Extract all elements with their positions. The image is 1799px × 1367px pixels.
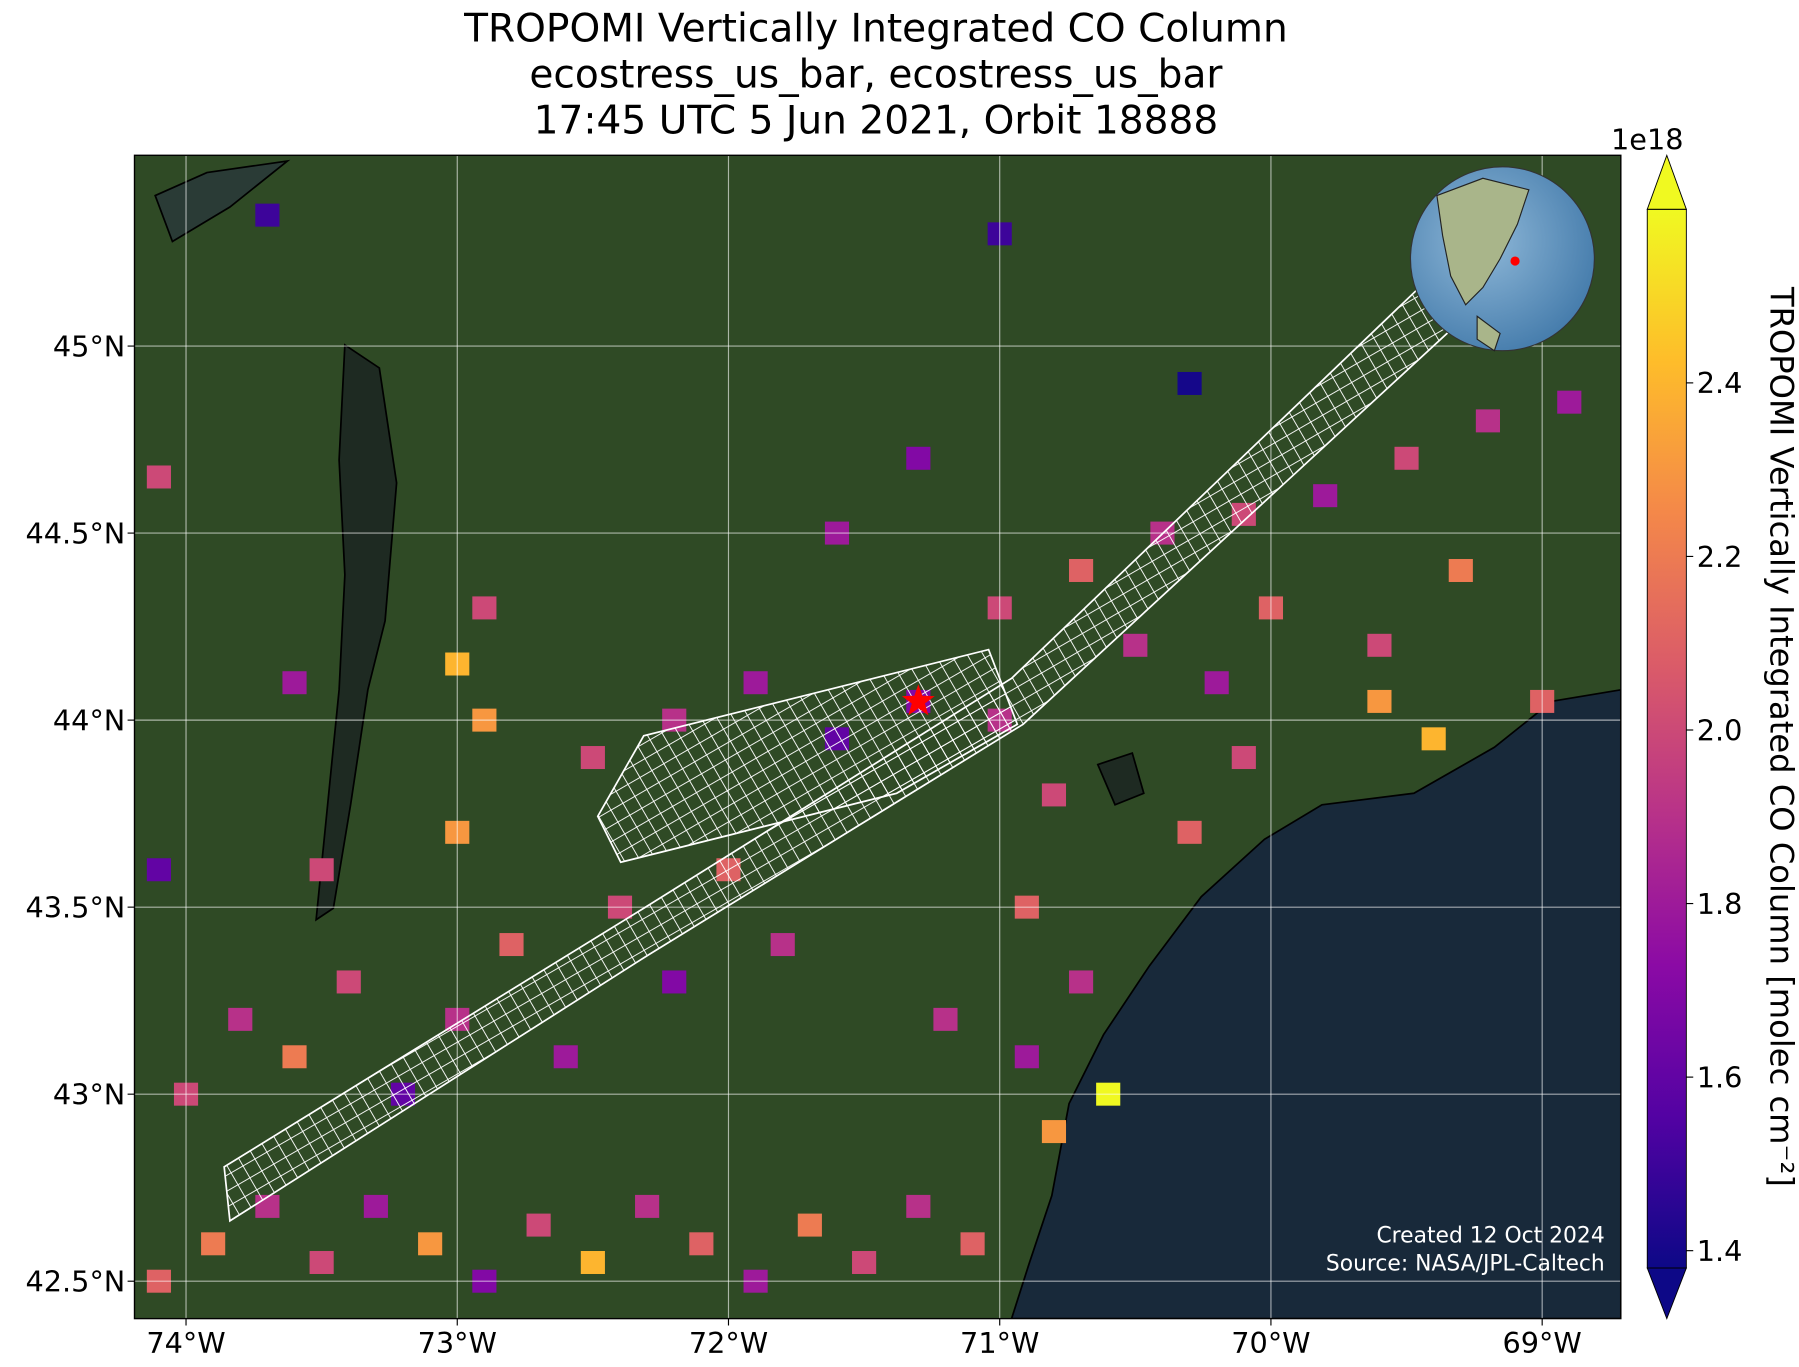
credit: Source: NASA/JPL-Caltech	[1326, 1251, 1605, 1276]
lake	[1096, 751, 1145, 806]
colorbar-extend-min	[1646, 1267, 1688, 1320]
x-tick-label: 72°W	[689, 1326, 768, 1360]
co-cell	[689, 1232, 714, 1256]
co-cell	[228, 1007, 253, 1031]
co-cell	[1394, 446, 1419, 470]
colorbar-tick-label: 2.2	[1697, 540, 1743, 574]
co-cell	[1475, 409, 1500, 433]
co-cell	[336, 970, 361, 994]
co-cell	[580, 1251, 605, 1274]
basemap	[134, 155, 1621, 1319]
co-cell	[1448, 559, 1473, 582]
co-cell	[472, 596, 497, 620]
y-tick-label: 43°N	[53, 1078, 125, 1112]
chart-title: 17:45 UTC 5 Jun 2021, Orbit 18888	[534, 98, 1219, 143]
co-cell	[1123, 633, 1148, 657]
co-cell	[146, 858, 171, 882]
co-cell	[1177, 820, 1202, 844]
co-cell	[1313, 484, 1338, 508]
colorbar-body	[1647, 209, 1687, 1269]
credit: Created 12 Oct 2024	[1376, 1224, 1604, 1249]
colorbar-label: TROPOMI Vertically Integrated CO Column …	[1762, 286, 1799, 1187]
co-cell	[1041, 1120, 1067, 1144]
co-cell	[1367, 689, 1392, 713]
co-cell	[580, 746, 605, 770]
co-cell	[553, 1045, 578, 1069]
target-star	[901, 684, 935, 716]
ocean	[1010, 688, 1621, 1319]
co-cell	[933, 1007, 958, 1031]
colorbar-tick-label: 2.0	[1697, 713, 1743, 747]
co-cell	[1069, 559, 1094, 582]
co-cell	[1231, 746, 1256, 770]
co-cell	[743, 671, 768, 695]
co-cell	[255, 203, 280, 227]
lake	[154, 159, 291, 243]
globe-land	[1436, 177, 1530, 306]
map-frame	[133, 154, 1622, 1320]
co-cell	[1421, 727, 1446, 751]
colorbar-tick-label: 2.4	[1697, 366, 1743, 400]
globe-target	[1510, 256, 1520, 266]
co-cell	[309, 858, 334, 882]
x-tick-label: 73°W	[418, 1326, 497, 1360]
y-tick-label: 44°N	[53, 703, 125, 737]
gridlines	[134, 155, 1621, 1319]
co-cell	[770, 933, 795, 957]
co-cell	[960, 1232, 985, 1256]
globe-land	[1476, 315, 1501, 352]
axes: 74°W 73°W 72°W 71°W 70°W 69°W 42.5°N 43°N 43.5°N…	[26, 329, 1582, 1360]
y-tick-label: 43.5°N	[26, 890, 126, 924]
x-tick-label: 70°W	[1231, 1326, 1310, 1360]
co-cell	[1204, 671, 1229, 695]
co-cell	[363, 1194, 388, 1218]
chart-title: TROPOMI Vertically Integrated CO Column	[463, 6, 1288, 51]
co-cell	[906, 1194, 931, 1218]
y-tick-label: 45°N	[53, 329, 125, 363]
co-cell	[1177, 371, 1202, 395]
colorbar-extend-max	[1646, 153, 1688, 210]
co-cell	[852, 1251, 877, 1274]
colorbar-tick-label: 1.8	[1697, 887, 1743, 921]
co-cell	[282, 671, 307, 695]
colorbar-tick-label: 1.4	[1697, 1234, 1743, 1268]
x-tick-label: 71°W	[960, 1326, 1039, 1360]
y-tick-label: 42.5°N	[26, 1265, 126, 1299]
y-tick-label: 44.5°N	[26, 516, 126, 550]
co-cell	[146, 465, 171, 489]
co-cell	[201, 1232, 226, 1256]
co-cell	[1069, 970, 1094, 994]
colorbar-tick-label: 1.6	[1697, 1060, 1743, 1094]
co-cell	[1014, 1045, 1039, 1069]
colorbar-frame	[1646, 208, 1687, 1269]
co-cell	[662, 970, 687, 994]
co-cell	[309, 1251, 334, 1274]
co-cell	[526, 1213, 551, 1237]
colorbar: 1.4 1.6 1.8 2.0 2.2 2.4 1e18 TROPOMI Vertically…	[1611, 123, 1799, 1320]
co-cell	[797, 1213, 822, 1237]
chart-title: ecostress_us_bar, ecostress_us_bar	[529, 52, 1223, 97]
x-tick-label: 69°W	[1503, 1326, 1582, 1360]
titles: TROPOMI Vertically Integrated CO Columne…	[463, 6, 1288, 143]
colorbar-offset: 1e18	[1611, 123, 1683, 157]
co-cell	[418, 1232, 443, 1256]
x-tick-label: 74°W	[146, 1326, 225, 1360]
co-cell	[1557, 390, 1582, 414]
co-cell	[906, 446, 931, 470]
co-cell	[1367, 633, 1392, 657]
lake-champlain	[315, 343, 398, 922]
co-cell	[499, 933, 524, 957]
co-cell	[282, 1045, 307, 1069]
co-cell	[1041, 783, 1067, 807]
co-cell	[635, 1194, 660, 1218]
globe-inset	[1409, 166, 1595, 352]
